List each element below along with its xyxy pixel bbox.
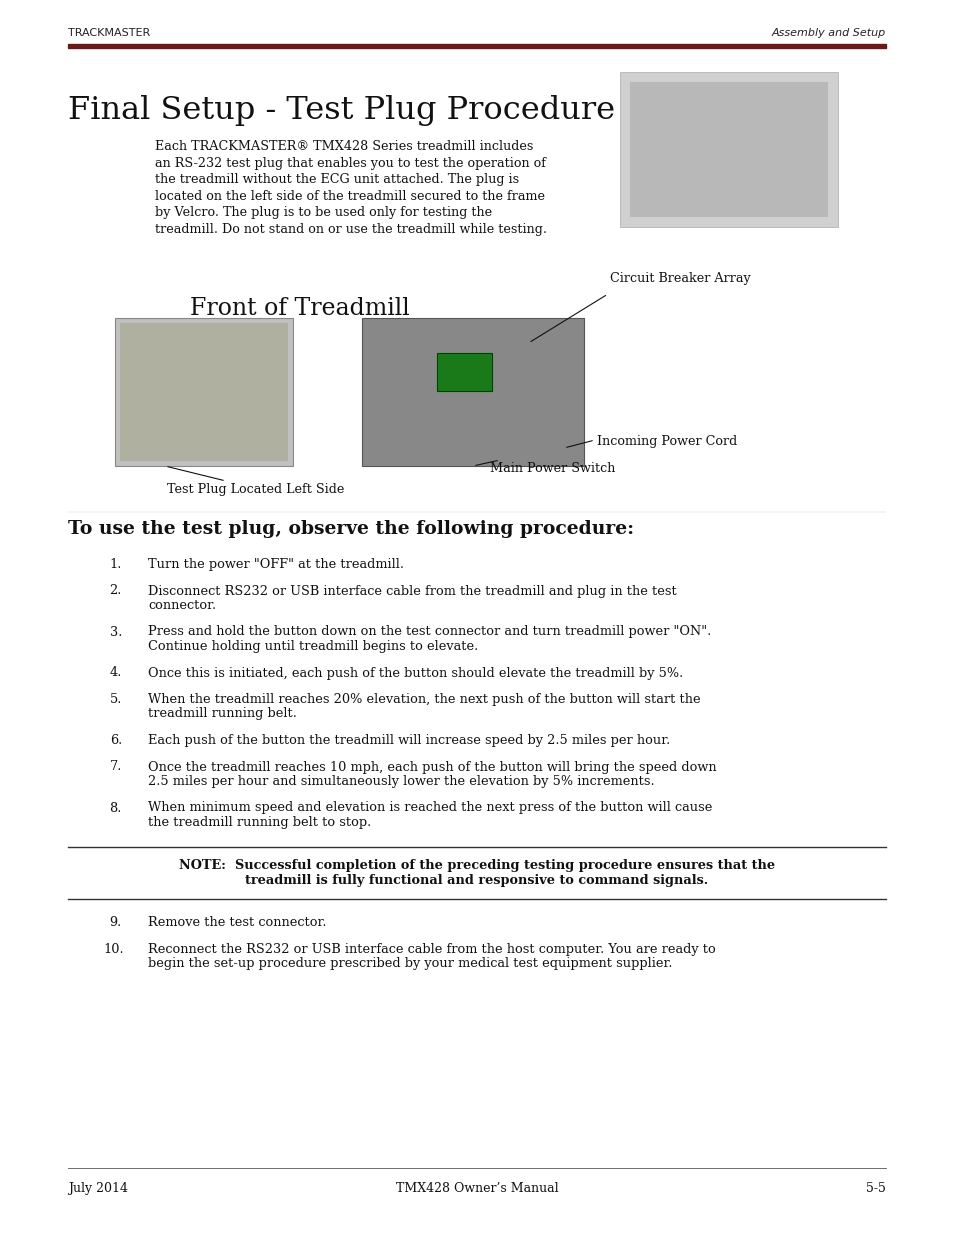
Text: Each TRACKMASTER® TMX428 Series treadmill includes: Each TRACKMASTER® TMX428 Series treadmil… [154, 140, 533, 153]
Text: Press and hold the button down on the test connector and turn treadmill power "O: Press and hold the button down on the te… [148, 625, 711, 638]
Text: connector.: connector. [148, 599, 216, 613]
Text: July 2014: July 2014 [68, 1182, 128, 1195]
Text: 8.: 8. [110, 802, 122, 815]
Text: 6.: 6. [110, 734, 122, 747]
Text: Incoming Power Cord: Incoming Power Cord [597, 435, 737, 448]
Text: 5.: 5. [110, 693, 122, 706]
Text: 4.: 4. [110, 667, 122, 679]
Text: 10.: 10. [103, 944, 124, 956]
Text: NOTE:  Successful completion of the preceding testing procedure ensures that the: NOTE: Successful completion of the prece… [179, 860, 774, 872]
Text: 5-5: 5-5 [865, 1182, 885, 1195]
Bar [436, 353, 492, 391]
Text: Test Plug Located Left Side: Test Plug Located Left Side [167, 483, 344, 496]
Text: the treadmill without the ECG unit attached. The plug is: the treadmill without the ECG unit attac… [154, 173, 518, 186]
Text: Main Power Switch: Main Power Switch [490, 462, 615, 475]
Text: Continue holding until treadmill begins to elevate.: Continue holding until treadmill begins … [148, 640, 477, 653]
Text: Turn the power "OFF" at the treadmill.: Turn the power "OFF" at the treadmill. [148, 558, 403, 571]
Text: an RS-232 test plug that enables you to test the operation of: an RS-232 test plug that enables you to … [154, 157, 545, 169]
Text: by Velcro. The plug is to be used only for testing the: by Velcro. The plug is to be used only f… [154, 206, 492, 219]
Text: Disconnect RS232 or USB interface cable from the treadmill and plug in the test: Disconnect RS232 or USB interface cable … [148, 584, 676, 598]
Text: Once this is initiated, each push of the button should elevate the treadmill by : Once this is initiated, each push of the… [148, 667, 682, 679]
Text: Assembly and Setup: Assembly and Setup [771, 28, 885, 38]
Text: When minimum speed and elevation is reached the next press of the button will ca: When minimum speed and elevation is reac… [148, 802, 712, 815]
Text: located on the left side of the treadmill secured to the frame: located on the left side of the treadmil… [154, 189, 544, 203]
Text: Once the treadmill reaches 10 mph, each push of the button will bring the speed : Once the treadmill reaches 10 mph, each … [148, 761, 716, 773]
Text: TMX428 Owner’s Manual: TMX428 Owner’s Manual [395, 1182, 558, 1195]
Text: When the treadmill reaches 20% elevation, the next push of the button will start: When the treadmill reaches 20% elevation… [148, 693, 700, 706]
Bar [115, 317, 293, 466]
Text: TRACKMASTER: TRACKMASTER [68, 28, 150, 38]
Text: Reconnect the RS232 or USB interface cable from the host computer. You are ready: Reconnect the RS232 or USB interface cab… [148, 944, 715, 956]
Text: Remove the test connector.: Remove the test connector. [148, 916, 326, 930]
Text: Final Setup - Test Plug Procedure: Final Setup - Test Plug Procedure [68, 95, 615, 126]
Text: Circuit Breaker Array: Circuit Breaker Array [609, 272, 750, 285]
Text: Front of Treadmill: Front of Treadmill [190, 296, 410, 320]
Text: 1.: 1. [110, 558, 122, 571]
Text: 2.5 miles per hour and simultaneously lower the elevation by 5% increments.: 2.5 miles per hour and simultaneously lo… [148, 776, 654, 788]
Text: treadmill running belt.: treadmill running belt. [148, 708, 296, 720]
Bar [120, 324, 288, 461]
Text: 7.: 7. [110, 761, 122, 773]
Text: treadmill. Do not stand on or use the treadmill while testing.: treadmill. Do not stand on or use the tr… [154, 222, 546, 236]
Bar [629, 82, 827, 217]
Bar [361, 317, 583, 466]
Bar [619, 72, 837, 227]
Text: 3.: 3. [110, 625, 122, 638]
Text: 2.: 2. [110, 584, 122, 598]
Text: the treadmill running belt to stop.: the treadmill running belt to stop. [148, 816, 371, 829]
Text: To use the test plug, observe the following procedure:: To use the test plug, observe the follow… [68, 520, 634, 538]
Text: 9.: 9. [110, 916, 122, 930]
Text: treadmill is fully functional and responsive to command signals.: treadmill is fully functional and respon… [245, 874, 708, 887]
Text: Each push of the button the treadmill will increase speed by 2.5 miles per hour.: Each push of the button the treadmill wi… [148, 734, 670, 747]
Text: begin the set-up procedure prescribed by your medical test equipment supplier.: begin the set-up procedure prescribed by… [148, 957, 672, 971]
Bar [68, 44, 885, 48]
